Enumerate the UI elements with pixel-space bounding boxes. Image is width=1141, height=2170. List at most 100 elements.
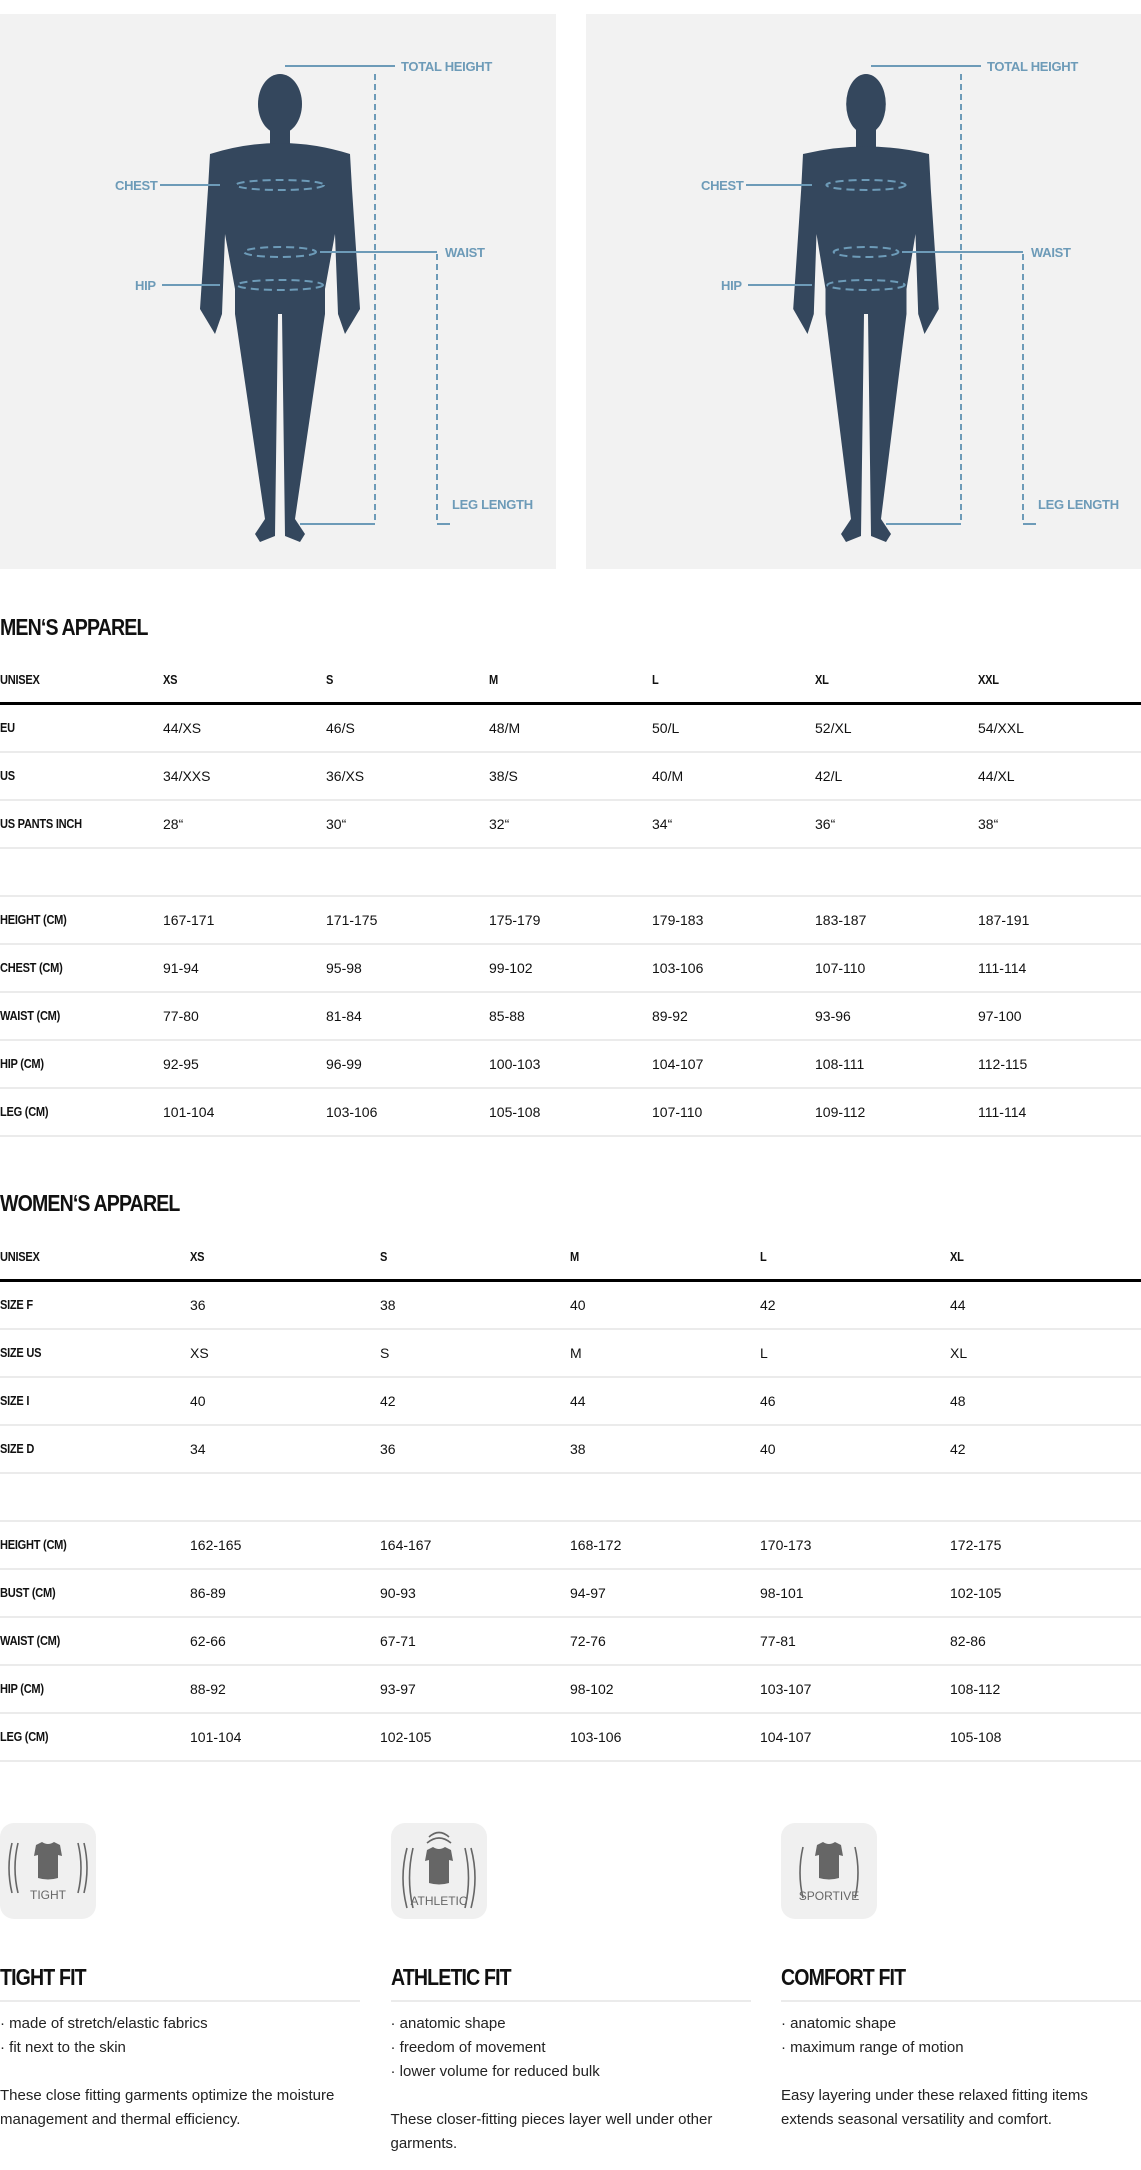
table-row: [0, 1474, 1141, 1522]
table-cell: 86-89: [190, 1585, 226, 1601]
table-cell: 42: [950, 1441, 966, 1457]
feature-item: · lower volume for reduced bulk: [390, 2063, 600, 2080]
table-row: LEG (CM) 101-104 103-106 105-108 107-110 109-…: [0, 1089, 1141, 1137]
table-cell: 67-71: [380, 1633, 416, 1649]
table-cell: 32“: [489, 816, 510, 832]
table-cell: 105-108: [950, 1729, 1002, 1745]
table-cell: 179-183: [652, 912, 704, 928]
row-label: WAIST (CM): [0, 1633, 61, 1648]
divider: [781, 2000, 1141, 2002]
table-cell: S: [326, 672, 334, 687]
table-row: LEG (CM) 101-104 102-105 103-106 104-107 105-…: [0, 1714, 1141, 1762]
table-cell: 40: [190, 1393, 206, 1409]
table-cell: 91-94: [163, 960, 199, 976]
table-cell: 89-92: [652, 1008, 688, 1024]
svg-text:ATHLETIC: ATHLETIC: [410, 1894, 467, 1908]
fit-description: Easy layering under these relaxed fittin…: [781, 2087, 1088, 2128]
table-cell: 104-107: [652, 1056, 704, 1072]
table-row: [0, 849, 1141, 897]
table-cell: 28“: [163, 816, 184, 832]
table-cell: 168-172: [570, 1537, 622, 1553]
table-cell: 85-88: [489, 1008, 525, 1024]
body-silhouette: [200, 74, 360, 542]
table-cell: 93-97: [380, 1681, 416, 1697]
table-row: EU 44/XS 46/S 48/M 50/L 52/XL 54/XXL: [0, 705, 1141, 753]
table-cell: 99-102: [489, 960, 533, 976]
label-total-height: TOTAL HEIGHT: [987, 59, 1078, 74]
table-cell: 38“: [978, 816, 999, 832]
table-cell: 111-114: [978, 1104, 1027, 1120]
table-cell: XS: [190, 1345, 209, 1361]
table-cell: 102-105: [380, 1729, 432, 1745]
table-cell: 172-175: [950, 1537, 1002, 1553]
table-row: SIZE D 34 36 38 40 42: [0, 1426, 1141, 1474]
table-row: HEIGHT (CM) 167-171 171-175 175-179 179-183 1…: [0, 897, 1141, 945]
row-label: US PANTS INCH: [0, 816, 82, 831]
table-cell: 40/M: [652, 768, 684, 784]
table-cell: 38: [380, 1297, 396, 1313]
row-label: SIZE I: [0, 1393, 30, 1408]
table-cell: 103-106: [652, 960, 704, 976]
table-cell: 40: [570, 1297, 586, 1313]
divider: [0, 2000, 360, 2002]
fit-badge-icon: ATHLETIC: [390, 1823, 487, 1919]
row-label: UNISEX: [0, 672, 40, 687]
feature-item: · anatomic shape: [781, 2015, 897, 2032]
label-chest: CHEST: [701, 178, 744, 193]
table-cell: 34: [190, 1441, 206, 1457]
feature-item: · anatomic shape: [390, 2015, 506, 2032]
table-cell: 44: [570, 1393, 586, 1409]
svg-text:TIGHT: TIGHT: [30, 1888, 67, 1902]
table-row: CHEST (CM) 91-94 95-98 99-102 103-106 107-110…: [0, 945, 1141, 993]
divider: [390, 2000, 751, 2002]
table-cell: XL: [950, 1249, 964, 1264]
table-row: SIZE I 40 42 44 46 48: [0, 1378, 1141, 1426]
table-cell: XL: [950, 1345, 968, 1361]
table-cell: 42: [760, 1297, 776, 1313]
table-cell: L: [652, 672, 659, 687]
row-label: UNISEX: [0, 1249, 40, 1264]
body-silhouette: [793, 74, 939, 542]
table-cell: 36“: [815, 816, 836, 832]
row-label: SIZE F: [0, 1297, 33, 1312]
row-label: HIP (CM): [0, 1681, 44, 1696]
table-cell: XXL: [978, 672, 999, 687]
table-cell: XS: [163, 672, 178, 687]
row-label: EU: [0, 720, 15, 735]
table-cell: 170-173: [760, 1537, 812, 1553]
table-cell: 72-76: [570, 1633, 606, 1649]
table-cell: M: [570, 1249, 579, 1264]
table-cell: 105-108: [489, 1104, 541, 1120]
fit-athletic: ATHLETIC ATHLETIC FIT · anatomic shape · …: [390, 1823, 751, 2156]
table-cell: 175-179: [489, 912, 541, 928]
table-cell: 40: [760, 1441, 776, 1457]
table-cell: 77-81: [760, 1633, 796, 1649]
table-row: SIZE US XS S M L XL: [0, 1330, 1141, 1378]
table-row: US PANTS INCH 28“ 30“ 32“ 34“ 36“ 38“: [0, 801, 1141, 849]
table-cell: 88-92: [190, 1681, 226, 1697]
svg-text:SPORTIVE: SPORTIVE: [799, 1889, 859, 1903]
table-row: HIP (CM) 92-95 96-99 100-103 104-107 108-111 1…: [0, 1041, 1141, 1089]
row-label: HEIGHT (CM): [0, 1537, 67, 1552]
table-header-row: UNISEX XS S M L XL: [0, 1234, 1141, 1282]
table-cell: 77-80: [163, 1008, 199, 1024]
table-cell: M: [489, 672, 498, 687]
table-row: WAIST (CM) 62-66 67-71 72-76 77-81 82-86: [0, 1618, 1141, 1666]
label-hip: HIP: [135, 278, 156, 293]
row-label: SIZE D: [0, 1441, 35, 1456]
female-measurement-diagram: TOTAL HEIGHT CHEST WAIST HIP LEG LENGTH: [586, 14, 1141, 569]
womens-apparel-title: WOMEN‘S APPAREL: [0, 1190, 180, 1216]
womens-size-table: UNISEX XS S M L XL SIZE F 36 38 40 42 44 SIZE US XS S M…: [0, 1234, 1141, 1762]
table-cell: 30“: [326, 816, 347, 832]
table-cell: 92-95: [163, 1056, 199, 1072]
table-cell: XL: [815, 672, 829, 687]
table-cell: 82-86: [950, 1633, 986, 1649]
table-cell: 108-112: [950, 1681, 1001, 1697]
table-cell: 103-107: [760, 1681, 812, 1697]
table-cell: 108-111: [815, 1056, 865, 1072]
table-cell: 93-96: [815, 1008, 851, 1024]
tshirt-icon: [424, 1847, 453, 1885]
table-cell: 36: [380, 1441, 396, 1457]
table-cell: 44: [950, 1297, 966, 1313]
row-label: HEIGHT (CM): [0, 912, 67, 927]
